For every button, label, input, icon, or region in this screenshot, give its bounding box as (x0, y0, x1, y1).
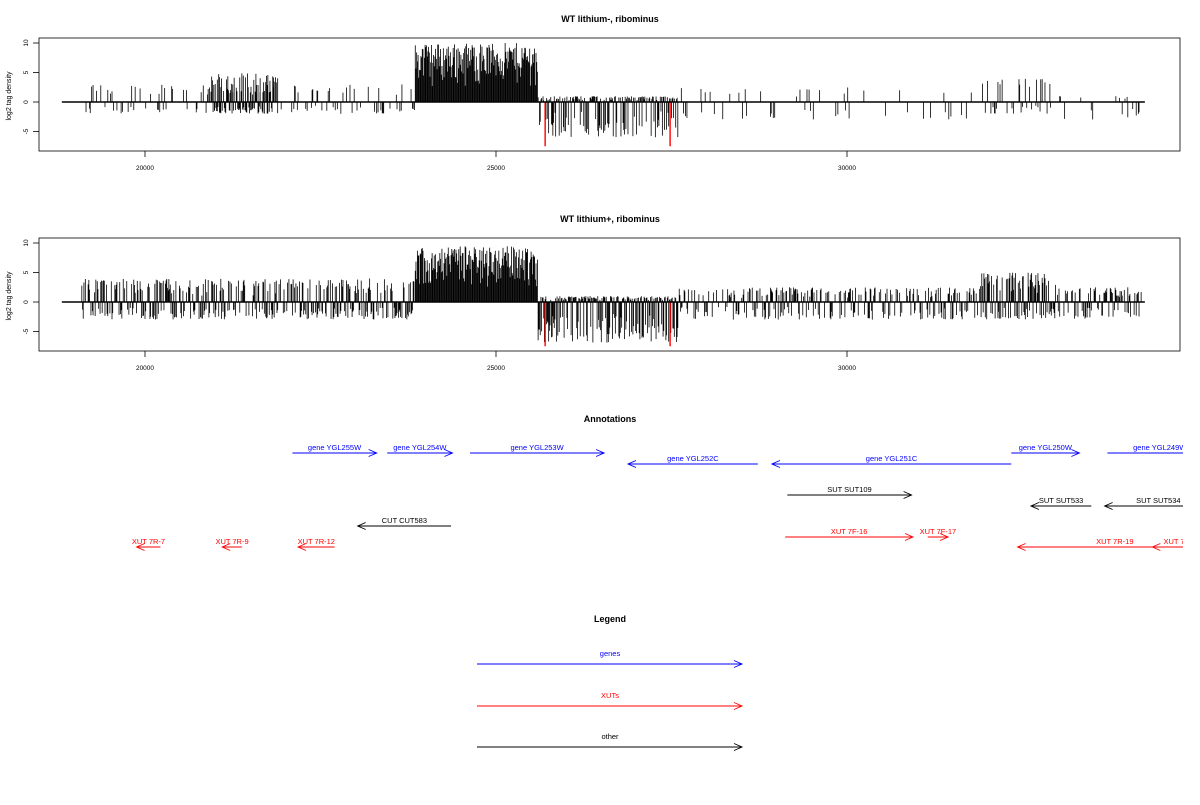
legend: Legend genes XUTs other (477, 614, 744, 751)
x-tick-label: 25000 (487, 165, 505, 172)
y-tick-label: 10 (23, 239, 30, 247)
panel-title: WT lithium-, ribominus (561, 14, 659, 24)
legend-item-other: other (477, 732, 744, 751)
annotation-arrow: gene YGL253W (470, 443, 606, 457)
axes: 10 5 0 -5 20000 25000 30000 (23, 39, 1145, 172)
annotation-label: CUT CUT583 (382, 516, 427, 525)
coverage-bars (81, 246, 1142, 347)
legend-item-xuts: XUTs (477, 691, 744, 710)
annotation-label: SUT SUT534 (1136, 496, 1180, 505)
annotation-label: gene YGL250W (1019, 443, 1073, 452)
legend-label: XUTs (601, 691, 619, 700)
annotation-arrow: XUT 7R-7 (132, 537, 165, 551)
annotation-label: gene YGL251C (866, 454, 918, 463)
annotation-label: gene YGL255W (308, 443, 362, 452)
legend-item-genes: genes (477, 649, 744, 668)
annotation-label: XUT 7R-21 (1164, 537, 1200, 546)
y-tick-label: 5 (23, 70, 30, 74)
x-tick-label: 20000 (136, 365, 154, 372)
annotation-arrow: XUT 7F-17 (920, 527, 957, 541)
coverage-panel-lithium-plus: WT lithium+, ribominus log2 tag density … (6, 214, 1181, 372)
x-tick-label: 30000 (838, 365, 856, 372)
annotation-arrow: gene YGL249W (1107, 443, 1187, 454)
annotation-label: SUT SUT109 (827, 485, 871, 494)
annotation-label: XUT 7R-19 (1096, 537, 1133, 546)
y-tick-label: 5 (23, 270, 30, 274)
y-tick-label: 0 (23, 100, 30, 104)
annotation-arrow: gene YGL255W (292, 443, 378, 457)
annotations-title: Annotations (584, 414, 637, 424)
annotation-arrow: XUT 7F-16 (785, 527, 915, 541)
annotation-arrow: SUT SUT533 (1029, 496, 1092, 510)
legend-title: Legend (594, 614, 626, 624)
legend-items: genes XUTs other (477, 649, 744, 751)
y-axis-label: log2 tag density (6, 71, 13, 121)
annotation-arrow: gene YGL250W (1011, 443, 1081, 457)
plot-frame (38, 237, 1181, 352)
y-tick-label: 10 (23, 39, 30, 47)
annotation-label: gene YGL253W (510, 443, 564, 452)
legend-label: genes (600, 649, 621, 658)
annotation-label: gene YGL249W (1133, 443, 1187, 452)
annotations-panel: Annotations gene YGL255W gene YGL254W gene… (132, 414, 1200, 551)
annotation-arrow: XUT 7R-12 (296, 537, 335, 551)
x-tick-label: 20000 (136, 165, 154, 172)
panel-title: WT lithium+, ribominus (560, 214, 660, 224)
annotation-arrow: CUT CUT583 (356, 516, 452, 530)
legend-label: other (601, 732, 619, 741)
annotation-arrow: XUT 7R-21 (1151, 537, 1200, 551)
annotation-label: XUT 7R-9 (215, 537, 248, 546)
annotation-label: gene YGL254W (393, 443, 447, 452)
annotation-label: SUT SUT533 (1039, 496, 1083, 505)
annotation-arrow: XUT 7R-9 (215, 537, 249, 551)
coverage-bars (85, 43, 1140, 147)
plot-frame (38, 37, 1181, 152)
axes: 10 5 0 -5 20000 25000 30000 (23, 239, 1145, 372)
annotation-arrow: gene YGL254W (387, 443, 454, 457)
annotation-arrow: gene YGL251C (770, 454, 1012, 468)
y-tick-label: -5 (23, 328, 30, 334)
y-tick-label: -5 (23, 128, 30, 134)
x-tick-label: 30000 (838, 165, 856, 172)
y-axis-label: log2 tag density (6, 271, 13, 321)
coverage-panel-lithium-minus: WT lithium-, ribominus log2 tag density … (6, 14, 1181, 172)
y-tick-label: 0 (23, 300, 30, 304)
annotation-arrow: SUT SUT534 (1103, 496, 1183, 510)
annotation-arrow: gene YGL252C (626, 454, 758, 468)
x-tick-label: 25000 (487, 365, 505, 372)
annotation-label: XUT 7R-12 (298, 537, 335, 546)
annotation-label: XUT 7R-7 (132, 537, 165, 546)
annotation-label: XUT 7F-16 (831, 527, 868, 536)
annotation-label: XUT 7F-17 (920, 527, 957, 536)
annotation-tracks: gene YGL255W gene YGL254W gene YGL253W gene… (132, 443, 1200, 551)
annotation-arrow: SUT SUT109 (787, 485, 913, 499)
annotation-label: gene YGL252C (667, 454, 719, 463)
